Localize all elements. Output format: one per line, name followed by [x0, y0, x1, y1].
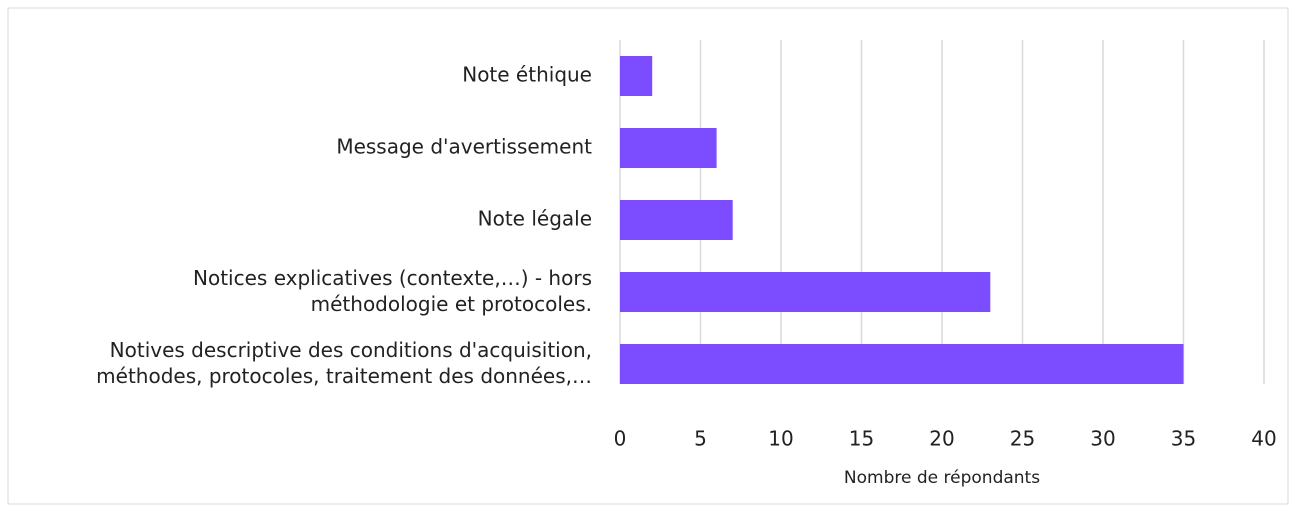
x-tick-label: 15 [849, 427, 874, 451]
x-tick-label: 30 [1090, 427, 1115, 451]
y-tick-label: Notices explicatives (contexte,…) - hors… [193, 266, 592, 316]
y-tick-label: Note légale [478, 207, 592, 231]
x-tick-label: 10 [768, 427, 793, 451]
bar [620, 56, 653, 96]
bar [620, 344, 1184, 384]
bar [620, 128, 717, 168]
x-tick-label: 25 [1010, 427, 1035, 451]
x-tick-label: 40 [1251, 427, 1276, 451]
x-axis-title: Nombre de répondants [844, 468, 1040, 488]
y-tick-label: Message d'avertissement [336, 135, 592, 159]
x-tick-label: 35 [1171, 427, 1196, 451]
x-tick-label: 0 [614, 427, 627, 451]
y-tick-label: Note éthique [462, 63, 592, 87]
bar [620, 200, 733, 240]
bar [620, 272, 991, 312]
y-tick-label: Notives descriptive des conditions d'acq… [96, 338, 592, 388]
x-tick-label: 5 [694, 427, 707, 451]
x-tick-label: 20 [929, 427, 954, 451]
